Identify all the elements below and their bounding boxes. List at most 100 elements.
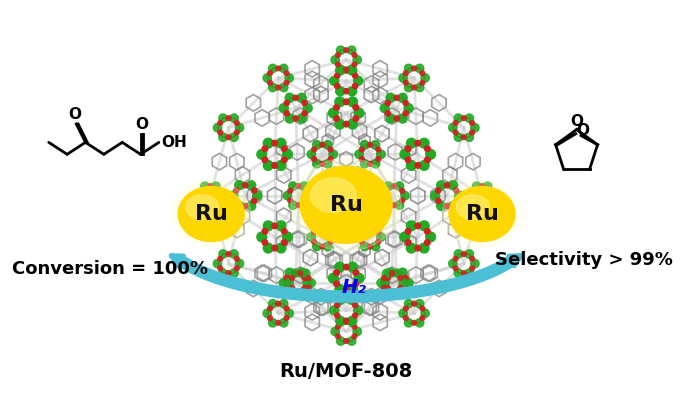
Circle shape [383,198,388,203]
Circle shape [262,228,268,234]
Circle shape [336,87,345,96]
Circle shape [394,291,399,296]
Circle shape [328,108,338,118]
Circle shape [230,133,238,141]
Circle shape [302,100,308,106]
Circle shape [226,135,231,140]
Circle shape [382,288,390,296]
Circle shape [419,160,429,171]
Circle shape [425,240,430,245]
Circle shape [412,301,416,306]
Circle shape [293,270,299,275]
Circle shape [393,269,402,277]
Circle shape [272,162,277,168]
Circle shape [380,104,389,113]
Circle shape [218,266,223,271]
Circle shape [334,104,339,110]
Circle shape [328,273,338,283]
Circle shape [218,256,223,261]
Circle shape [334,270,339,275]
Text: O: O [576,124,589,139]
Circle shape [406,160,416,171]
Circle shape [449,201,458,211]
Circle shape [348,119,358,129]
Circle shape [471,259,479,268]
Circle shape [398,285,403,290]
Circle shape [216,198,221,203]
Circle shape [283,149,292,159]
Circle shape [323,223,332,232]
Circle shape [284,286,289,291]
Circle shape [234,188,239,193]
Circle shape [386,289,395,298]
Circle shape [462,135,466,140]
Circle shape [436,188,441,193]
Circle shape [395,201,403,209]
Circle shape [284,71,289,76]
Circle shape [253,191,262,200]
Circle shape [344,68,349,73]
Circle shape [352,324,357,329]
Circle shape [347,337,356,345]
Circle shape [298,271,303,276]
Circle shape [415,64,424,72]
Circle shape [347,316,357,325]
Circle shape [336,62,340,67]
Circle shape [312,147,316,152]
Circle shape [297,93,306,102]
Circle shape [323,242,332,251]
Circle shape [272,141,277,146]
Circle shape [312,141,321,149]
Circle shape [385,111,390,116]
Circle shape [284,275,289,281]
Circle shape [263,160,273,171]
Circle shape [386,268,395,277]
Text: OH: OH [162,135,188,150]
Circle shape [234,198,239,203]
Circle shape [360,239,364,244]
Circle shape [368,161,373,166]
Circle shape [201,182,209,190]
Circle shape [219,250,227,258]
Circle shape [276,221,286,231]
Circle shape [488,198,493,203]
Circle shape [336,324,340,329]
Circle shape [219,269,227,277]
Text: Ru/MOF-808: Ru/MOF-808 [279,362,413,382]
Circle shape [297,268,306,277]
Circle shape [353,55,362,64]
Circle shape [334,313,340,318]
Circle shape [289,182,297,190]
Circle shape [262,157,268,163]
Circle shape [412,66,416,71]
Circle shape [436,198,441,203]
Circle shape [236,124,244,132]
Circle shape [301,288,310,296]
Circle shape [262,240,268,245]
Circle shape [290,276,295,281]
Circle shape [404,319,413,327]
Circle shape [257,149,266,159]
Circle shape [285,289,295,298]
Circle shape [470,130,475,135]
Circle shape [436,201,446,211]
Circle shape [269,64,277,72]
Circle shape [269,83,277,92]
Circle shape [201,201,209,209]
Circle shape [336,65,345,73]
Text: Ru: Ru [329,195,362,215]
Circle shape [467,192,475,200]
Circle shape [251,188,257,193]
Text: Ru: Ru [466,204,499,224]
Circle shape [353,327,362,336]
Circle shape [272,223,277,229]
Ellipse shape [310,178,356,213]
Circle shape [263,243,273,253]
Circle shape [293,291,299,296]
Circle shape [247,181,256,190]
Circle shape [312,242,321,251]
Circle shape [344,89,349,94]
Circle shape [465,114,473,122]
Circle shape [392,203,397,208]
Circle shape [415,141,421,146]
